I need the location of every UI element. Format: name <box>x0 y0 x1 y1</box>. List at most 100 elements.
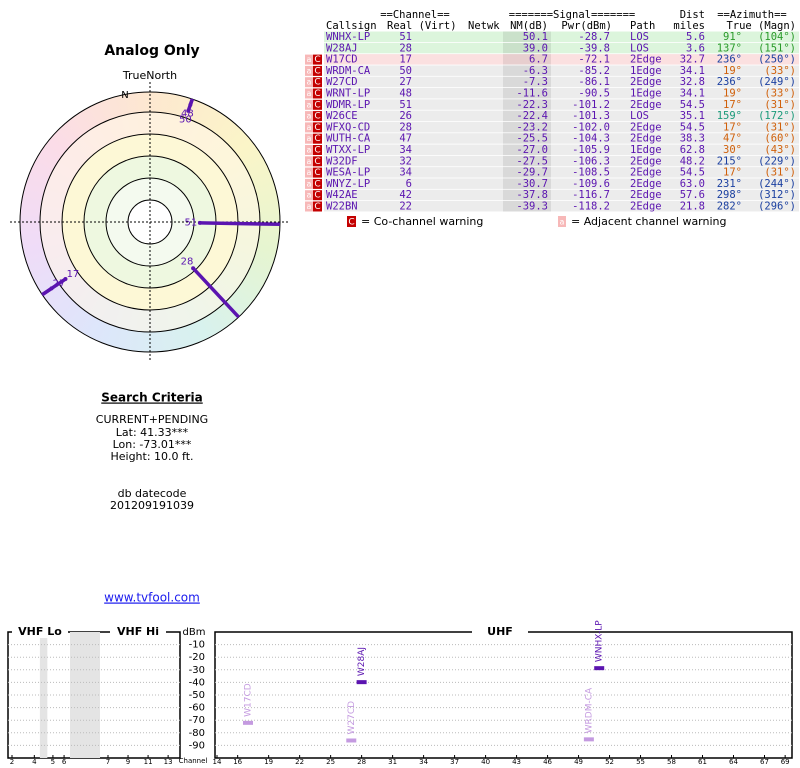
cell-pwr: -108.5 <box>572 167 610 179</box>
row-bg <box>324 178 799 189</box>
co-warning: C <box>314 146 320 156</box>
y-tick-label: -50 <box>189 690 205 701</box>
co-warning: C <box>314 134 320 144</box>
cell-magn: (31°) <box>764 167 796 179</box>
x-tick-label: 14 <box>213 758 222 766</box>
column-header: miles <box>673 20 705 32</box>
cell-callsign: W42AE <box>326 189 358 201</box>
row-bg <box>324 144 799 155</box>
cell-callsign: W22BN <box>326 201 358 213</box>
cell-callsign: WESA-LP <box>326 167 370 179</box>
cell-true: 236° <box>717 76 742 88</box>
criteria-height: Height: 10.0 ft. <box>110 450 193 463</box>
cell-callsign: WRNT-LP <box>326 88 370 100</box>
signal-label: W27CD <box>347 701 357 735</box>
site-link[interactable]: www.tvfool.com <box>104 591 200 605</box>
signal-dot <box>191 266 196 271</box>
north-label: TrueNorth <box>122 69 177 82</box>
nm-shade <box>503 121 551 133</box>
cell-true: 19° <box>723 88 742 100</box>
cell-callsign: WTXX-LP <box>326 144 370 156</box>
station-label: 51 <box>185 218 198 229</box>
x-tick-label: 55 <box>636 758 645 766</box>
x-tick-label: 64 <box>729 758 738 766</box>
column-header: Path <box>630 20 655 32</box>
co-warning-box <box>313 156 322 167</box>
cell-magn: (33°) <box>764 65 796 77</box>
row-bg <box>324 110 799 122</box>
nm-shade <box>503 99 551 110</box>
cell-real: 17 <box>399 54 412 66</box>
station-label: 27 <box>53 278 66 289</box>
station-label: 48 <box>181 108 194 119</box>
x-tick-label: 46 <box>543 758 552 766</box>
cell-dist: 57.6 <box>680 189 705 201</box>
cell-callsign: WNYZ-LP <box>326 178 370 190</box>
y-axis-label: dBm <box>183 627 206 638</box>
cell-nm: 6.7 <box>529 54 548 66</box>
column-header: Callsign <box>326 20 377 32</box>
nm-shade <box>503 133 551 144</box>
cell-magn: (60°) <box>764 133 796 145</box>
row-bg <box>324 201 799 212</box>
row-bg <box>324 65 799 76</box>
adj-warning: a <box>307 123 312 132</box>
title: Analog Only <box>104 43 199 59</box>
cell-nm: -23.2 <box>516 121 548 133</box>
x-tick-label: 19 <box>264 758 273 766</box>
row-bg <box>324 99 799 110</box>
group-header: ==Channel== <box>380 9 450 21</box>
adj-warning-box <box>305 99 313 110</box>
cell-nm: -6.3 <box>523 65 548 77</box>
adj-legend-text: = Adjacent channel warning <box>571 215 727 228</box>
cell-dist: 34.1 <box>680 65 705 77</box>
co-warning-box <box>313 111 322 122</box>
cell-real: 42 <box>399 189 412 201</box>
criteria-lat: Lat: 41.33*** <box>116 426 189 439</box>
row-bg <box>324 31 799 42</box>
row-bg <box>324 76 799 88</box>
cell-pwr: -109.6 <box>572 178 610 190</box>
adj-warning: a <box>307 179 312 188</box>
adj-warning: a <box>307 157 312 166</box>
cell-path: 2Edge <box>630 76 662 88</box>
station-label: 17 <box>67 269 80 280</box>
cell-real: 22 <box>399 201 412 213</box>
cell-path: 1Edge <box>630 144 662 156</box>
signal-label: W17CD <box>243 683 253 717</box>
adj-warning: a <box>307 89 312 98</box>
column-header: True (Magn) <box>726 20 796 32</box>
x-tick-label: 25 <box>326 758 335 766</box>
cell-path: 2Edge <box>630 189 662 201</box>
cell-real: 50 <box>399 65 412 77</box>
nm-shade <box>503 31 551 42</box>
cell-nm: -22.3 <box>516 99 548 111</box>
co-warning: C <box>314 168 320 178</box>
reserved-band <box>39 632 48 758</box>
column-header: Netwk <box>468 20 500 32</box>
cell-pwr: -118.2 <box>572 201 610 213</box>
cell-dist: 3.6 <box>686 42 705 54</box>
row-bg <box>324 42 799 54</box>
row-bg <box>324 54 799 65</box>
adj-warning-box <box>305 190 313 201</box>
y-tick-label: -10 <box>189 640 205 651</box>
adj-warning: a <box>307 134 312 143</box>
adj-legend-mark: a <box>560 218 565 227</box>
cell-magn: (296°) <box>758 201 796 213</box>
nm-shade <box>503 189 551 201</box>
cell-callsign: WNHX-LP <box>326 31 370 43</box>
cell-path: LOS <box>630 110 649 122</box>
nm-shade <box>503 42 551 54</box>
cell-true: 17° <box>723 99 742 111</box>
x-tick-label: 43 <box>512 758 521 766</box>
row-bg <box>324 88 799 99</box>
cell-magn: (250°) <box>758 54 796 66</box>
cell-pwr: -101.2 <box>572 99 610 111</box>
cell-true: 282° <box>717 201 742 213</box>
column-header: Real (Virt) <box>387 20 457 32</box>
cell-real: 6 <box>406 178 412 190</box>
cell-dist: 32.7 <box>680 54 705 66</box>
cell-true: 236° <box>717 54 742 66</box>
cell-path: 2Edge <box>630 155 662 167</box>
